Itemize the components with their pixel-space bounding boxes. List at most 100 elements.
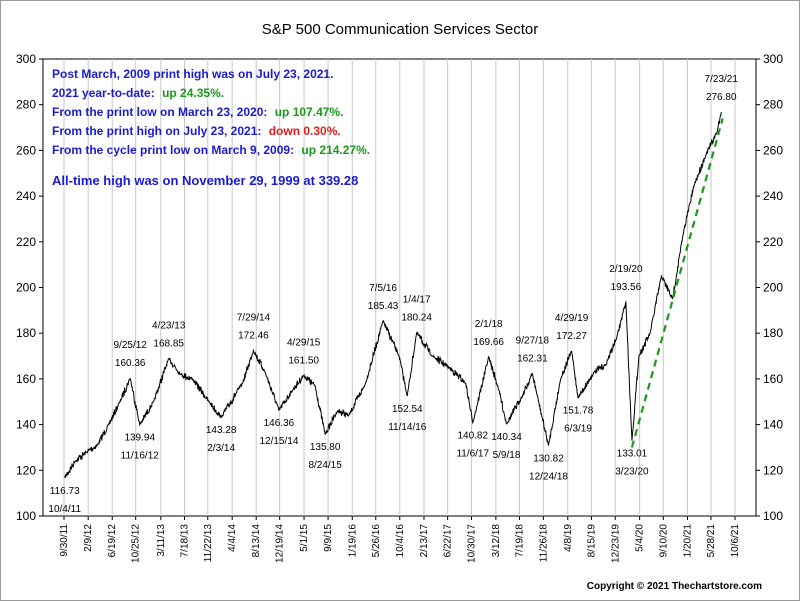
annotation: 140.34 5/9/18 xyxy=(491,432,522,461)
y-tick-label-left: 280 xyxy=(16,98,36,112)
y-tick-label-left: 220 xyxy=(16,235,36,249)
annotation: 133.01 3/23/20 xyxy=(615,449,649,478)
annotation-label: 152.54 xyxy=(392,404,423,415)
x-tick-label: 11/26/18 xyxy=(538,524,549,563)
annotation: 151.78 6/3/19 xyxy=(563,406,594,435)
annotation-label: 193.56 xyxy=(611,282,642,293)
annotation: 152.54 11/14/16 xyxy=(388,404,427,433)
annotation: 139.94 11/16/12 xyxy=(121,433,160,462)
annotation-label: 11/16/12 xyxy=(121,451,160,462)
annotation: 135.80 8/24/15 xyxy=(308,442,342,471)
info-line3: From the print low on March 23, 2020: up… xyxy=(52,105,343,119)
annotation-label: 12/15/14 xyxy=(259,436,298,447)
x-axis: 9/30/11 2/9/12 6/19/12 10/25/12 3/11/13 7/18/… xyxy=(59,516,741,563)
x-tick-label: 2/9/12 xyxy=(83,524,94,552)
annotation: 130.82 12/24/18 xyxy=(529,454,568,483)
annotation-label: 10/4/11 xyxy=(48,504,81,515)
price-line-path xyxy=(64,111,722,478)
annotation-label: 3/23/20 xyxy=(615,467,649,478)
annotation-label: 133.01 xyxy=(617,449,648,460)
x-tick-label: 9/10/20 xyxy=(658,524,669,558)
y-tick-label-left: 140 xyxy=(16,418,36,432)
trendline xyxy=(630,118,724,448)
annotation-label: 11/14/16 xyxy=(388,422,427,433)
annotation-label: 7/29/14 xyxy=(237,312,271,323)
y-tick-label-right: 200 xyxy=(763,281,783,295)
annotation-label: 2/3/14 xyxy=(207,443,235,454)
annotation: 140.82 11/6/17 xyxy=(456,431,489,460)
annotation-label: 185.43 xyxy=(368,301,399,312)
copyright: Copyright © 2021 Thechartstore.com xyxy=(587,581,762,592)
y-tick-label-left: 180 xyxy=(16,326,36,340)
annotation-label: 139.94 xyxy=(124,433,155,444)
annotation-label: 2/1/18 xyxy=(475,319,503,330)
y-tick-label-right: 180 xyxy=(763,326,783,340)
annotation-label: 7/5/16 xyxy=(369,283,397,294)
annotation-label: 162.31 xyxy=(517,354,548,365)
y-tick-label-left: 260 xyxy=(16,143,36,157)
x-tick-label: 12/23/19 xyxy=(610,524,621,563)
y-tick-label-left: 160 xyxy=(16,372,36,386)
x-tick-label: 5/1/15 xyxy=(299,524,310,552)
annotation: 116.73 10/4/11 xyxy=(48,486,81,515)
y-tick-label-right: 300 xyxy=(763,52,783,66)
annotation: 2/19/20 193.56 xyxy=(609,264,643,293)
annotation-label: 172.46 xyxy=(238,330,269,341)
x-tick-label: 10/25/12 xyxy=(131,524,142,563)
annotation-label: 9/25/12 xyxy=(114,340,148,351)
info-line3-label: From the print low on March 23, 2020: xyxy=(52,105,267,119)
annotation-label: 135.80 xyxy=(310,442,341,453)
x-tick-label: 8/13/14 xyxy=(251,524,262,558)
annotation-label: 9/27/18 xyxy=(516,336,550,347)
x-tick-label: 11/22/13 xyxy=(203,524,214,563)
annotation-label: 4/29/19 xyxy=(555,313,589,324)
annotation: 4/29/15 161.50 xyxy=(287,337,321,366)
info-line2-label: 2021 year-to-date: xyxy=(52,86,155,100)
y-axis-right: 100 120 140 160 180 200 220 240 260 280 300 xyxy=(756,52,783,523)
x-tick-label: 12/19/14 xyxy=(275,524,286,563)
annotation-label: 161.50 xyxy=(288,355,319,366)
annotation-label: 2/19/20 xyxy=(609,264,643,275)
annotation-label: 180.24 xyxy=(401,313,432,324)
x-tick-label: 3/11/13 xyxy=(156,524,167,557)
annotation: 7/29/14 172.46 xyxy=(237,312,271,341)
annotation-label: 1/4/17 xyxy=(403,295,431,306)
x-tick-label: 8/15/19 xyxy=(586,524,597,558)
price-annotations: 116.73 10/4/11 9/25/12 160.36 139.94 11/16/12… xyxy=(48,74,738,515)
annotation-label: 140.82 xyxy=(457,431,488,442)
x-tick-label: 3/12/18 xyxy=(491,524,502,558)
info-line1: Post March, 2009 print high was on July … xyxy=(52,67,333,81)
info-line4: From the print high on July 23, 2021: do… xyxy=(52,124,341,138)
annotation-label: 151.78 xyxy=(563,406,594,417)
info-line3-value: up 107.47%. xyxy=(275,105,344,119)
x-tick-label: 7/19/18 xyxy=(515,524,526,558)
x-tick-label: 5/4/20 xyxy=(635,524,646,552)
price-series xyxy=(64,111,722,478)
info-line5-label: From the cycle print low on March 9, 200… xyxy=(52,143,294,157)
chart-title: S&P 500 Communication Services Sector xyxy=(262,21,539,38)
annotation-label: 116.73 xyxy=(50,486,80,497)
info-line4-label: From the print high on July 23, 2021: xyxy=(52,124,261,138)
annotation-label: 7/23/21 xyxy=(705,74,739,85)
x-tick-label: 5/26/16 xyxy=(371,524,382,558)
x-tick-label: 9/9/15 xyxy=(323,524,334,552)
x-tick-label: 1/19/16 xyxy=(347,524,358,558)
x-tick-label: 6/22/17 xyxy=(443,524,454,558)
x-tick-label: 4/4/14 xyxy=(227,524,238,552)
info-line4-value: down 0.30%. xyxy=(269,124,341,138)
annotation-label: 172.27 xyxy=(556,331,587,342)
annotation: 7/5/16 185.43 xyxy=(368,283,399,312)
y-tick-label-right: 280 xyxy=(763,98,783,112)
annotation-label: 4/23/13 xyxy=(152,321,186,332)
y-axis-left: 100 120 140 160 180 200 220 240 260 280 300 xyxy=(16,52,43,523)
x-tick-label: 10/6/21 xyxy=(730,524,741,558)
annotation-label: 276.80 xyxy=(706,92,737,103)
annotation: 4/23/13 168.85 xyxy=(152,321,186,350)
info-line6: All-time high was on November 29, 1999 a… xyxy=(52,173,358,188)
annotation: 9/27/18 162.31 xyxy=(516,336,550,365)
x-tick-label: 2/13/17 xyxy=(419,524,430,558)
y-tick-label-left: 120 xyxy=(16,463,36,477)
info-line2: 2021 year-to-date: up 24.35%. xyxy=(52,86,224,100)
annotation-label: 130.82 xyxy=(533,454,564,465)
annotation-label: 11/6/17 xyxy=(456,449,489,460)
